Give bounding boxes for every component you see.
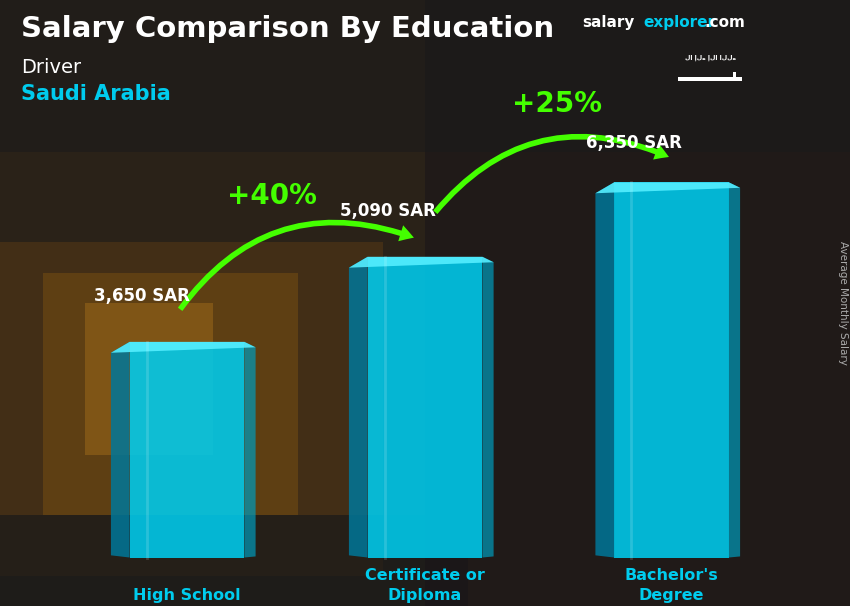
Text: 6,350 SAR: 6,350 SAR: [586, 134, 683, 152]
Polygon shape: [129, 342, 244, 558]
Bar: [733, 72, 736, 81]
Text: Bachelor's
Degree: Bachelor's Degree: [625, 568, 718, 603]
Text: 3,650 SAR: 3,650 SAR: [94, 287, 190, 305]
Bar: [85, 303, 212, 454]
Bar: [0, 242, 382, 576]
Text: Driver: Driver: [21, 58, 82, 76]
FancyArrowPatch shape: [434, 134, 669, 214]
Text: High School: High School: [133, 588, 241, 603]
Bar: [425, 0, 850, 606]
Polygon shape: [110, 342, 129, 558]
Bar: [0, 0, 850, 152]
FancyArrowPatch shape: [178, 220, 414, 311]
Text: 5,090 SAR: 5,090 SAR: [340, 202, 436, 221]
Text: explorer: explorer: [643, 15, 716, 30]
Text: Average Monthly Salary: Average Monthly Salary: [838, 241, 848, 365]
Text: لا إله إلا الله: لا إله إلا الله: [684, 55, 736, 61]
Text: Saudi Arabia: Saudi Arabia: [21, 84, 171, 104]
Bar: [0, 515, 468, 606]
Text: Certificate or
Diploma: Certificate or Diploma: [365, 568, 485, 603]
Text: +25%: +25%: [512, 90, 602, 118]
Polygon shape: [614, 182, 728, 558]
Text: +40%: +40%: [227, 182, 317, 210]
Polygon shape: [728, 182, 740, 558]
Polygon shape: [483, 257, 494, 558]
Polygon shape: [348, 257, 367, 558]
Polygon shape: [348, 257, 494, 268]
Polygon shape: [367, 257, 483, 558]
Polygon shape: [244, 342, 256, 558]
Bar: [677, 77, 742, 81]
Text: .com: .com: [705, 15, 745, 30]
Text: Salary Comparison By Education: Salary Comparison By Education: [21, 15, 554, 43]
Text: salary: salary: [582, 15, 635, 30]
Polygon shape: [110, 342, 256, 353]
Bar: [42, 273, 298, 515]
Polygon shape: [595, 182, 614, 558]
Polygon shape: [595, 182, 740, 193]
